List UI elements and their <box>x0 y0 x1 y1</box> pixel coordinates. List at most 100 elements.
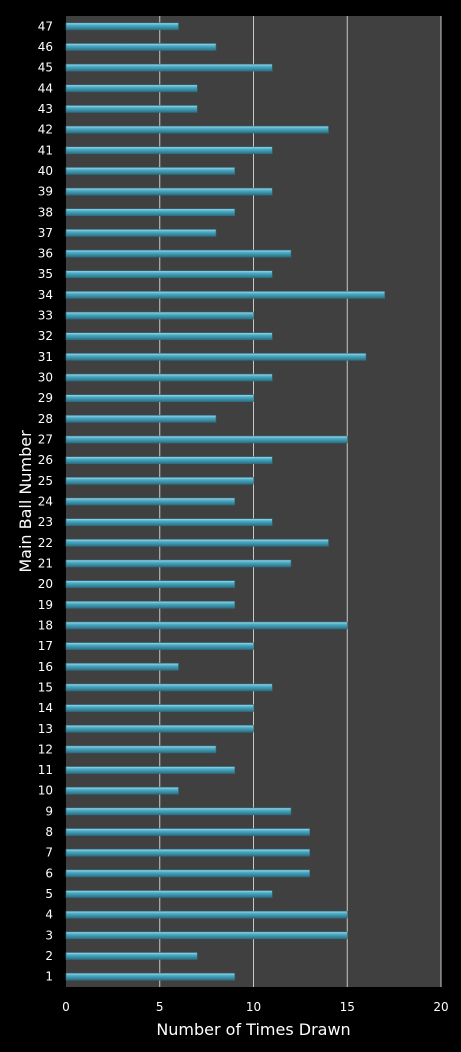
y-tick-label: 35 <box>38 267 53 281</box>
bar-ball-46 <box>65 43 217 51</box>
y-tick-label: 7 <box>45 846 53 860</box>
bar-ball-21 <box>65 559 292 568</box>
bar-ball-14 <box>65 704 254 712</box>
y-tick-label: 3 <box>45 928 53 942</box>
bar-ball-25 <box>65 477 254 485</box>
bar-ball-17 <box>65 642 254 650</box>
bar-ball-12 <box>65 745 217 754</box>
y-tick-label: 21 <box>38 556 53 570</box>
bar-ball-41 <box>65 146 273 155</box>
y-tick-label: 28 <box>38 412 53 426</box>
bar-ball-43 <box>65 105 198 113</box>
y-tick-label: 8 <box>45 825 53 839</box>
y-tick-label: 5 <box>45 887 53 901</box>
bar-ball-26 <box>65 456 273 464</box>
y-tick-label: 26 <box>38 453 53 467</box>
y-tick-label: 12 <box>38 742 53 756</box>
y-tick-label: 36 <box>38 247 53 261</box>
y-tick-label: 31 <box>38 350 53 364</box>
y-tick-label: 46 <box>38 40 53 54</box>
bar-ball-5 <box>65 890 273 898</box>
y-tick-label: 15 <box>38 680 53 694</box>
x-tick-labels: 0 5 10 15 20 <box>62 1000 448 1014</box>
y-tick-label: 27 <box>38 433 53 447</box>
bar-ball-38 <box>65 208 236 217</box>
bar-ball-35 <box>65 270 273 279</box>
y-tick-label: 19 <box>38 598 53 612</box>
y-tick-label: 13 <box>38 722 53 736</box>
x-tick-label: 20 <box>433 1000 448 1014</box>
bar-ball-15 <box>65 683 273 692</box>
y-tick-label: 44 <box>38 81 53 95</box>
bar-ball-2 <box>65 952 198 960</box>
x-tick-label: 5 <box>156 1000 164 1014</box>
y-tick-label: 29 <box>38 391 53 405</box>
bar-ball-33 <box>65 311 254 320</box>
bar-ball-40 <box>65 167 236 175</box>
bar-ball-34 <box>65 291 386 299</box>
y-tick-label: 14 <box>38 701 53 715</box>
y-axis-title: Main Ball Number <box>16 430 35 573</box>
y-tick-label: 47 <box>38 19 53 33</box>
y-tick-label: 22 <box>38 536 53 550</box>
bar-ball-1 <box>65 972 236 981</box>
y-tick-label: 2 <box>45 949 53 963</box>
y-tick-labels: 1234567891011121314151617181920212223242… <box>38 19 53 983</box>
bar-ball-18 <box>65 621 348 630</box>
bar-ball-47 <box>65 22 179 31</box>
bar-ball-42 <box>65 125 329 134</box>
y-tick-label: 25 <box>38 474 53 488</box>
bar-ball-36 <box>65 249 292 258</box>
y-tick-label: 10 <box>38 784 53 798</box>
bar-ball-28 <box>65 415 217 423</box>
bar-ball-19 <box>65 600 236 609</box>
y-tick-label: 43 <box>38 102 53 116</box>
bar-ball-27 <box>65 435 348 444</box>
y-tick-label: 6 <box>45 866 53 880</box>
y-tick-label: 33 <box>38 309 53 323</box>
y-tick-label: 23 <box>38 515 53 529</box>
bar-ball-44 <box>65 84 198 93</box>
bar-ball-7 <box>65 848 311 857</box>
y-tick-label: 39 <box>38 185 53 199</box>
y-tick-label: 37 <box>38 226 53 240</box>
bar-ball-3 <box>65 931 348 940</box>
x-tick-label: 15 <box>340 1000 355 1014</box>
y-tick-label: 16 <box>38 660 53 674</box>
y-tick-label: 30 <box>38 371 53 385</box>
bar-ball-16 <box>65 662 179 671</box>
bar-ball-11 <box>65 766 236 774</box>
y-tick-label: 4 <box>45 908 53 922</box>
bar-ball-45 <box>65 63 273 72</box>
y-tick-label: 38 <box>38 205 53 219</box>
bar-ball-29 <box>65 394 254 403</box>
y-tick-label: 40 <box>38 164 53 178</box>
x-tick-label: 0 <box>62 1000 70 1014</box>
y-tick-label: 32 <box>38 329 53 343</box>
bars <box>65 22 386 981</box>
bar-ball-39 <box>65 187 273 196</box>
y-tick-label: 11 <box>38 763 53 777</box>
bar-ball-9 <box>65 807 292 816</box>
bar-ball-4 <box>65 910 348 919</box>
y-tick-label: 18 <box>38 618 53 632</box>
bar-ball-6 <box>65 869 311 878</box>
x-axis-title: Number of Times Drawn <box>156 1020 350 1039</box>
bar-ball-24 <box>65 497 236 506</box>
y-tick-label: 24 <box>38 495 53 509</box>
y-tick-label: 1 <box>45 970 53 984</box>
bar-ball-22 <box>65 539 329 547</box>
bar-ball-23 <box>65 518 273 526</box>
bar-ball-13 <box>65 724 254 733</box>
bar-ball-37 <box>65 229 217 237</box>
bar-ball-20 <box>65 580 236 588</box>
x-tick-label: 10 <box>246 1000 261 1014</box>
y-tick-label: 20 <box>38 577 53 591</box>
y-tick-label: 42 <box>38 123 53 137</box>
y-tick-label: 34 <box>38 288 53 302</box>
y-tick-label: 41 <box>38 143 53 157</box>
bar-ball-32 <box>65 332 273 341</box>
y-tick-label: 17 <box>38 639 53 653</box>
gridlines <box>159 16 442 987</box>
